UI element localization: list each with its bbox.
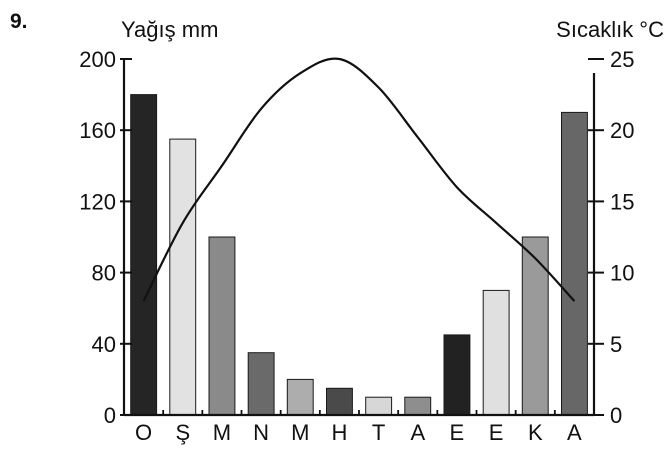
left-tick-label: 80 bbox=[92, 261, 116, 286]
right-tick-label: 5 bbox=[610, 332, 622, 357]
precipitation-bar bbox=[247, 352, 275, 416]
right-tick-label: 0 bbox=[610, 403, 622, 428]
month-label: H bbox=[331, 420, 347, 445]
month-label: E bbox=[450, 420, 465, 445]
left-tick-label: 40 bbox=[92, 332, 116, 357]
month-label: A bbox=[410, 420, 425, 445]
month-label: Ş bbox=[175, 420, 190, 445]
month-label: K bbox=[528, 420, 543, 445]
month-label: A bbox=[567, 420, 582, 445]
left-axis-ticks: 0 40 80 120 160 200 bbox=[79, 47, 132, 428]
temperature-line bbox=[142, 57, 576, 302]
left-tick-label: 120 bbox=[79, 189, 116, 214]
month-label: E bbox=[489, 420, 504, 445]
precipitation-bar bbox=[443, 334, 471, 416]
right-tick-label: 15 bbox=[610, 189, 634, 214]
precipitation-bar bbox=[482, 289, 510, 416]
right-axis-label: Sıcaklık °C bbox=[556, 17, 664, 42]
temperature-line-group bbox=[142, 57, 576, 302]
precipitation-bar bbox=[208, 236, 236, 416]
left-tick-label: 0 bbox=[104, 403, 116, 428]
month-label: T bbox=[372, 420, 385, 445]
precipitation-bar bbox=[365, 396, 393, 416]
precipitation-bar bbox=[521, 236, 549, 416]
precipitation-bar bbox=[169, 138, 197, 416]
right-tick-label: 20 bbox=[610, 118, 634, 143]
right-tick-label: 10 bbox=[610, 261, 634, 286]
right-axis-ticks: 0 5 10 15 20 25 bbox=[588, 47, 634, 428]
bars-group bbox=[130, 94, 588, 416]
precipitation-bar bbox=[404, 396, 432, 416]
precipitation-bar bbox=[561, 111, 588, 416]
month-label: M bbox=[291, 420, 309, 445]
left-axis-label: Yağış mm bbox=[121, 17, 218, 42]
left-tick-label: 200 bbox=[79, 47, 116, 72]
precipitation-bar bbox=[130, 94, 158, 416]
month-label: N bbox=[253, 420, 269, 445]
month-label: O bbox=[135, 420, 152, 445]
precipitation-bar bbox=[326, 387, 353, 416]
left-tick-label: 160 bbox=[79, 118, 116, 143]
month-label: M bbox=[213, 420, 231, 445]
question-number: 9. bbox=[10, 10, 28, 33]
precipitation-bar bbox=[286, 378, 314, 416]
right-tick-label: 25 bbox=[610, 47, 634, 72]
